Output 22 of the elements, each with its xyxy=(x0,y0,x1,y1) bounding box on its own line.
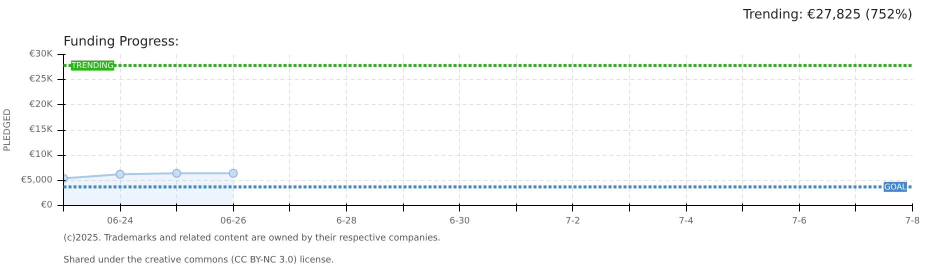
y-tick-label: €15K xyxy=(29,125,54,135)
x-tick-label: 7-2 xyxy=(566,216,580,226)
y-axis-title: PLEDGED xyxy=(3,108,14,152)
y-tick-label: €30K xyxy=(29,50,54,60)
x-tick-label: 7-4 xyxy=(678,216,694,226)
ref-line-label: TRENDING xyxy=(70,60,114,70)
x-tick-label: 06-26 xyxy=(220,216,247,226)
ref-line-label: GOAL xyxy=(884,182,908,192)
text: (c)2025. Trademarks and related content are owned by their respective companies. xyxy=(64,234,441,244)
y-tick-label: €20K xyxy=(29,100,54,110)
x-tick-label: 7-6 xyxy=(792,216,807,226)
chart-title: Funding Progress: xyxy=(64,34,180,50)
x-tick-label: 06-24 xyxy=(107,216,134,226)
y-tick-label: €5,000 xyxy=(21,175,53,186)
x-tick-label: 6-30 xyxy=(449,216,470,226)
chart-subtitle: Trending: €27,825 (752%) xyxy=(742,8,913,22)
x-tick-label: 6-28 xyxy=(336,216,357,226)
y-tick-label: €25K xyxy=(29,74,54,85)
x-tick-label: 7-8 xyxy=(905,216,920,226)
y-tick-label: €10K xyxy=(29,150,54,160)
text: Shared under the creative commons (CC BY-NC 3.0) license. xyxy=(64,256,334,266)
y-tick-label: €0 xyxy=(41,200,53,210)
